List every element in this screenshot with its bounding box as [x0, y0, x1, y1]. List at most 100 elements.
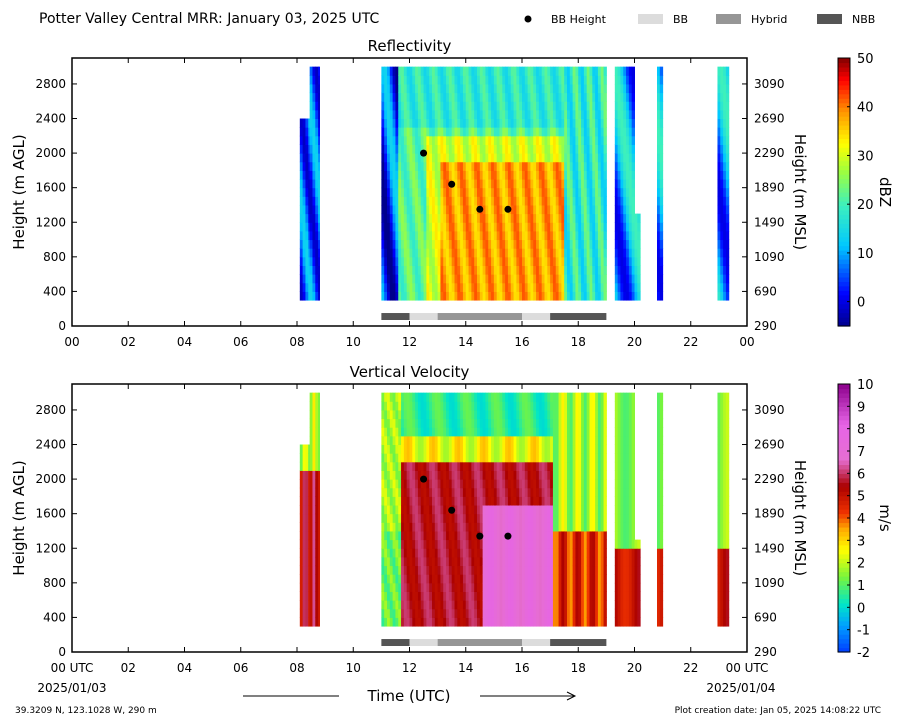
data-cell — [479, 256, 484, 266]
data-cell — [398, 144, 402, 154]
data-cell — [516, 608, 520, 618]
data-cell — [384, 230, 388, 241]
data-cell — [468, 600, 472, 610]
data-cell — [403, 608, 408, 618]
data-cell — [477, 479, 481, 489]
data-cell — [723, 127, 727, 137]
data-cell — [468, 291, 472, 301]
data-cell — [600, 66, 605, 76]
data-cell — [465, 392, 470, 402]
data-cell — [519, 248, 523, 258]
data-cell — [420, 170, 425, 180]
data-cell — [564, 291, 568, 301]
data-cell — [485, 496, 489, 506]
data-cell — [381, 418, 385, 428]
data-cell — [457, 539, 461, 549]
data-cell — [614, 66, 619, 76]
data-cell — [530, 213, 534, 223]
data-cell — [412, 392, 416, 402]
data-cell — [429, 222, 433, 232]
data-cell — [507, 118, 512, 128]
data-cell — [569, 153, 574, 163]
data-cell — [533, 427, 537, 437]
data-cell — [723, 135, 727, 145]
data-cell — [541, 256, 545, 266]
data-cell — [309, 230, 313, 241]
data-cell — [592, 127, 596, 137]
data-cell — [572, 505, 576, 515]
data-cell — [555, 453, 560, 463]
data-cell — [417, 204, 422, 215]
data-cell — [415, 274, 419, 284]
data-cell — [381, 109, 385, 120]
data-cell — [493, 444, 498, 454]
data-cell — [496, 187, 500, 197]
data-cell — [305, 239, 309, 249]
data-cell — [516, 282, 520, 292]
data-cell — [516, 92, 520, 102]
data-cell — [395, 427, 399, 437]
data-cell — [401, 496, 405, 506]
data-cell — [389, 513, 394, 523]
data-cell — [420, 127, 425, 137]
data-cell — [513, 392, 517, 402]
data-cell — [417, 265, 422, 275]
data-cell — [312, 530, 316, 541]
data-cell — [586, 179, 590, 189]
data-cell — [318, 479, 320, 489]
data-cell — [446, 444, 450, 454]
data-cell — [392, 239, 396, 249]
data-cell — [315, 418, 319, 428]
data-cell — [392, 608, 396, 618]
data-cell — [398, 127, 402, 137]
x-tick-label: 10 — [346, 335, 361, 349]
data-cell — [555, 179, 560, 189]
data-cell — [502, 418, 506, 428]
data-cell — [460, 248, 464, 258]
data-cell — [381, 409, 385, 420]
data-cell — [505, 83, 509, 94]
data-cell — [578, 170, 582, 180]
data-cell — [381, 582, 385, 592]
data-cell — [555, 470, 560, 480]
data-cell — [468, 539, 472, 549]
data-cell — [392, 196, 396, 206]
data-cell — [717, 66, 721, 76]
data-cell — [465, 470, 470, 480]
data-cell — [415, 118, 419, 128]
data-cell — [513, 548, 517, 558]
data-cell — [510, 617, 515, 627]
data-cell — [417, 66, 422, 76]
data-cell — [558, 608, 562, 618]
data-cell — [623, 144, 627, 154]
data-cell — [555, 230, 560, 241]
data-cell — [491, 401, 495, 411]
data-cell — [479, 196, 484, 206]
data-cell — [308, 196, 311, 206]
data-cell — [318, 66, 320, 76]
data-cell — [451, 161, 455, 171]
data-cell — [457, 274, 461, 284]
data-cell — [448, 118, 453, 128]
data-cell — [485, 170, 489, 180]
data-cell — [448, 135, 453, 145]
data-cell — [496, 392, 500, 402]
data-cell — [592, 204, 596, 215]
data-cell — [403, 135, 408, 145]
data-cell — [620, 222, 624, 232]
data-cell — [530, 548, 534, 558]
data-cell — [519, 530, 523, 541]
data-cell — [448, 401, 453, 411]
data-cell — [510, 392, 515, 402]
data-cell — [544, 109, 548, 120]
data-cell — [395, 248, 399, 258]
data-cell — [384, 600, 388, 610]
data-cell — [502, 574, 506, 584]
data-cell — [479, 600, 484, 610]
data-cell — [578, 256, 582, 266]
data-cell — [544, 591, 548, 601]
data-cell — [308, 256, 311, 266]
data-cell — [510, 291, 515, 301]
data-cell — [392, 461, 396, 471]
data-cell — [423, 453, 427, 463]
